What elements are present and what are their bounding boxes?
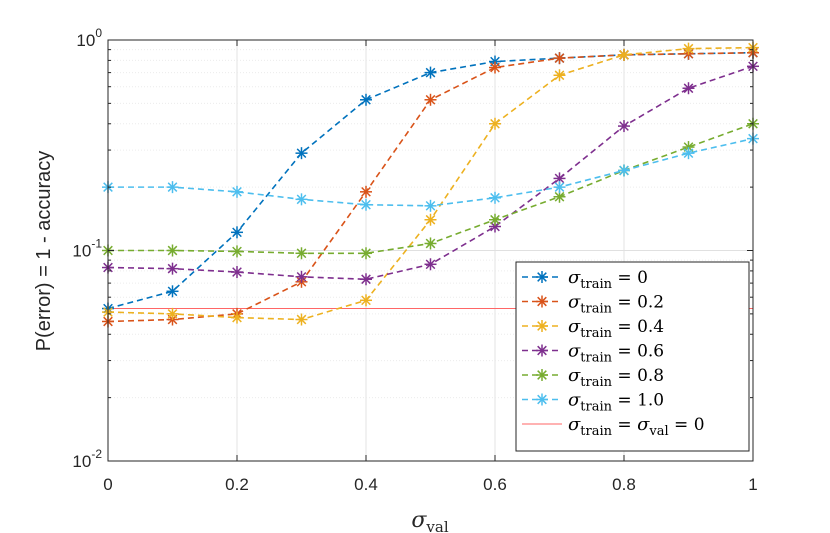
legend-entry: σtrain = 1.0 xyxy=(522,390,664,415)
legend-swatch-marker xyxy=(536,295,548,308)
data-point xyxy=(424,66,437,79)
data-point xyxy=(166,181,179,194)
data-point xyxy=(424,258,437,271)
legend-label: σtrain = 0.2 xyxy=(568,292,664,317)
legend-label: σtrain = 0.6 xyxy=(568,341,664,366)
legend-entry: σtrain = 0.2 xyxy=(522,292,664,317)
data-point xyxy=(231,245,243,258)
data-point xyxy=(231,311,243,324)
x-tick-label: 0.8 xyxy=(612,475,636,494)
y-tick-exponent: -2 xyxy=(91,447,102,461)
y-tick-base: 10 xyxy=(76,31,95,50)
data-point xyxy=(424,199,437,212)
legend-entry: σtrain = 0.6 xyxy=(522,341,664,366)
data-point xyxy=(231,266,243,279)
data-point xyxy=(166,262,179,275)
y-tick-label: 100 xyxy=(76,26,102,50)
legend-entry: σtrain = 0.8 xyxy=(522,365,664,390)
series-line xyxy=(107,51,754,310)
series-2 xyxy=(102,41,759,326)
data-point xyxy=(231,226,243,239)
data-point xyxy=(360,185,372,198)
data-point xyxy=(360,294,372,307)
series-5 xyxy=(102,132,759,212)
data-point xyxy=(682,147,695,160)
data-point xyxy=(295,147,308,160)
data-point xyxy=(295,313,308,326)
x-tick-label: 1 xyxy=(748,475,757,494)
y-axis-label: P(error) = 1 - accuracy xyxy=(33,151,55,352)
series-3 xyxy=(102,60,759,286)
data-point xyxy=(553,52,566,65)
legend-label: σtrain = 0 xyxy=(568,267,648,292)
y-tick-label: 10-2 xyxy=(72,447,102,471)
legend-swatch-marker xyxy=(536,393,548,406)
data-point xyxy=(360,273,372,286)
data-point xyxy=(295,247,308,260)
legend-swatch-marker xyxy=(536,344,548,357)
data-point xyxy=(682,42,695,55)
data-point xyxy=(360,93,372,106)
x-tick-label: 0.6 xyxy=(483,475,507,494)
y-tick-base: 10 xyxy=(72,242,91,261)
y-tick-base: 10 xyxy=(72,452,91,471)
y-tick-exponent: 0 xyxy=(95,26,102,40)
data-point xyxy=(553,69,566,82)
x-tick-label: 0 xyxy=(103,475,112,494)
legend-swatch-marker xyxy=(536,271,548,283)
x-axis-label: σval xyxy=(411,508,448,533)
data-point xyxy=(295,270,308,283)
data-point xyxy=(360,198,372,211)
legend-label: σtrain = 0.8 xyxy=(568,365,664,390)
legend-label: σtrain = σval = 0 xyxy=(568,414,705,439)
data-point xyxy=(424,213,437,226)
x-axis-label-subscript: val xyxy=(425,518,448,533)
data-point xyxy=(489,61,501,74)
data-point xyxy=(618,120,630,133)
x-tick-label: 0.4 xyxy=(354,475,378,494)
legend-label: σtrain = 0.4 xyxy=(568,316,664,341)
data-point xyxy=(166,244,179,257)
data-point xyxy=(231,185,243,198)
x-axis-label-sigma: σ xyxy=(411,508,427,533)
legend-entry: σtrain = 0.4 xyxy=(522,316,664,341)
y-tick-label: 10-1 xyxy=(72,237,102,261)
data-point xyxy=(424,93,437,106)
legend-entry: σtrain = 0 xyxy=(522,267,648,292)
legend-label: σtrain = 1.0 xyxy=(568,390,664,415)
data-point xyxy=(166,307,179,320)
data-point xyxy=(682,82,695,95)
legend-swatch-marker xyxy=(536,320,548,332)
legend-box xyxy=(515,261,750,452)
data-point xyxy=(618,48,630,61)
data-point xyxy=(553,181,566,194)
data-point xyxy=(489,213,501,226)
series-layer xyxy=(102,41,759,328)
data-point xyxy=(360,247,372,260)
legend-entry: σtrain = σval = 0 xyxy=(522,414,705,439)
data-point xyxy=(166,285,179,298)
legend-swatch-marker xyxy=(536,369,548,381)
data-point xyxy=(424,237,437,250)
data-point xyxy=(489,191,501,204)
data-point xyxy=(618,164,630,177)
data-point xyxy=(489,117,501,130)
y-tick-exponent: -1 xyxy=(91,237,102,251)
x-tick-label: 0.2 xyxy=(225,475,249,494)
data-point xyxy=(295,193,308,206)
